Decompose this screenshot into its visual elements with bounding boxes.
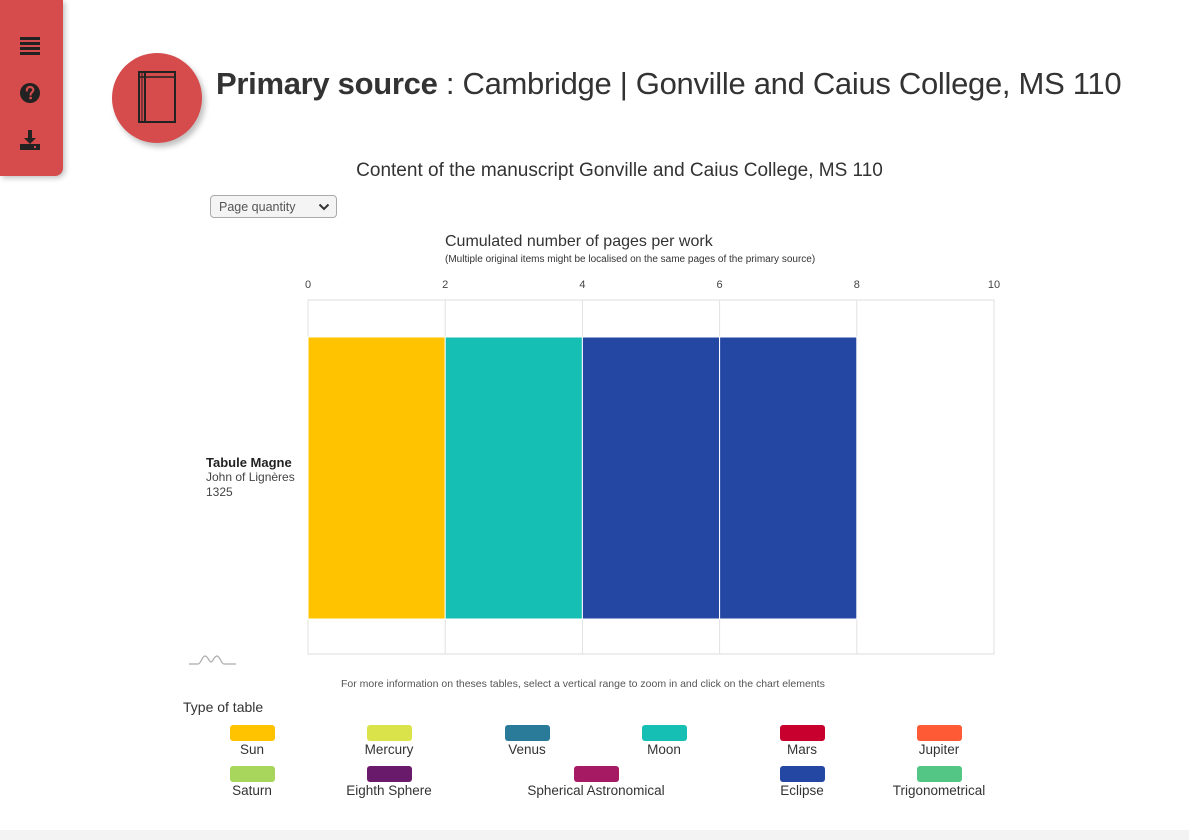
legend-label: Trigonometrical — [892, 783, 986, 798]
chart-footnote: For more information on theses tables, s… — [341, 678, 825, 690]
x-tick-label: 6 — [717, 279, 723, 291]
legend-swatch[interactable] — [366, 766, 412, 782]
legend-item[interactable]: Saturn — [172, 766, 332, 798]
help-icon[interactable] — [19, 82, 41, 104]
bar-segment-sun[interactable] — [307, 336, 446, 620]
row-label-author: John of Lignères — [206, 470, 295, 484]
x-tick-label: 4 — [579, 279, 585, 291]
legend-label: Spherical Astronomical — [527, 783, 665, 798]
legend-label: Jupiter — [918, 742, 960, 757]
bar-segment-eclipse[interactable] — [719, 336, 858, 620]
legend-item[interactable]: Trigonometrical — [859, 766, 1019, 798]
chevron-down-icon — [318, 203, 330, 211]
row-label: Tabule Magne John of Lignères 1325 — [206, 455, 295, 500]
chart-subtitle: (Multiple original items might be locali… — [445, 254, 816, 265]
row-label-year: 1325 — [206, 485, 233, 499]
legend-swatch[interactable] — [504, 725, 550, 741]
legend-swatch[interactable] — [779, 725, 825, 741]
legend-swatch[interactable] — [641, 725, 687, 741]
legend-swatch[interactable] — [779, 766, 825, 782]
legend-swatch[interactable] — [229, 766, 275, 782]
legend-label: Eighth Sphere — [346, 783, 432, 798]
page-title-source: : Cambridge | Gonville and Caius College… — [437, 66, 1122, 101]
legend-label: Mars — [787, 742, 817, 757]
manuscript-subtitle: Content of the manuscript Gonville and C… — [356, 160, 883, 181]
legend-item[interactable]: Sun — [172, 725, 332, 757]
legend-label: Mercury — [364, 742, 414, 757]
bottom-strip — [0, 830, 1189, 840]
legend-title: Type of table — [183, 699, 264, 715]
legend-item[interactable]: Eighth Sphere — [309, 766, 469, 798]
x-tick-label: 8 — [854, 279, 860, 291]
row-label-work: Tabule Magne — [206, 455, 292, 470]
header-book-badge — [112, 53, 202, 143]
bar-segment-eclipse[interactable] — [581, 336, 721, 620]
legend-swatch[interactable] — [916, 725, 962, 741]
page-title: Primary source : Cambridge | Gonville an… — [216, 66, 1122, 102]
page-title-label: Primary source — [216, 66, 438, 101]
legend-item[interactable]: Eclipse — [722, 766, 882, 798]
legend-item[interactable]: Mars — [722, 725, 882, 757]
list-icon[interactable] — [19, 35, 41, 57]
book-icon — [138, 71, 176, 123]
legend-label: Saturn — [232, 783, 272, 798]
x-tick-label: 2 — [442, 279, 448, 291]
legend-swatch[interactable] — [229, 725, 275, 741]
chart-title: Cumulated number of pages per work — [445, 233, 713, 250]
legend-swatch[interactable] — [366, 725, 412, 741]
legend-swatch[interactable] — [573, 766, 619, 782]
x-tick-label: 0 — [305, 279, 311, 291]
range-brush-icon[interactable] — [188, 650, 238, 666]
legend-item[interactable]: Jupiter — [859, 725, 1019, 757]
sidebar — [0, 0, 63, 176]
legend-label: Sun — [239, 742, 265, 757]
legend-item[interactable]: Spherical Astronomical — [516, 766, 676, 798]
measure-select-value: Page quantity — [219, 200, 296, 214]
bar-segment-moon[interactable] — [444, 336, 583, 620]
legend-item[interactable]: Venus — [447, 725, 607, 757]
measure-select[interactable]: Page quantity — [210, 195, 337, 218]
legend-label: Venus — [508, 742, 546, 757]
legend-label: Eclipse — [780, 783, 824, 798]
legend-swatch[interactable] — [916, 766, 962, 782]
legend-label: Moon — [647, 742, 681, 757]
legend-item[interactable]: Mercury — [309, 725, 469, 757]
legend-item[interactable]: Moon — [584, 725, 744, 757]
download-icon[interactable] — [19, 129, 41, 151]
x-tick-label: 10 — [988, 279, 1000, 291]
